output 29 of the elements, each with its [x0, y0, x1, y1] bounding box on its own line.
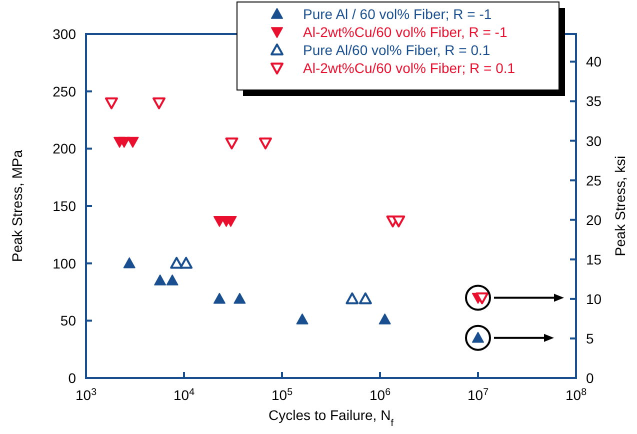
x-tick-label: 10$^{8}$ — [565, 386, 588, 403]
legend-label: Al-2wt%Cu/60 vol% Fiber; R = 0.1 — [303, 60, 516, 76]
legend-label: Pure Al / 60 vol% Fiber; R = -1 — [303, 6, 492, 22]
y2-tick-label: 40 — [586, 54, 602, 70]
y-tick-label: 50 — [60, 312, 76, 329]
y2-tick-label: 30 — [586, 132, 602, 149]
legend-label: Al-2wt%Cu/60 vol% Fiber, R = -1 — [303, 24, 508, 40]
x-tick-label: 10$^{7}$ — [467, 386, 489, 403]
legend-label: Pure Al/60 vol% Fiber, R = 0.1 — [303, 42, 490, 58]
y2-tick-label: 25 — [586, 172, 602, 188]
x-tick-label: 10$^{3}$ — [75, 386, 98, 403]
y2-tick-label: 15 — [586, 251, 602, 268]
x-tick-label: 10$^{5}$ — [271, 386, 294, 403]
y-tick-label: 300 — [52, 26, 76, 42]
y-tick-label: 150 — [52, 198, 76, 214]
y2-tick-label: 20 — [586, 212, 602, 228]
y2-tick-label: 10 — [586, 290, 602, 307]
y2-axis-title: Peak Stress, ksi — [612, 156, 628, 256]
x-tick-label: 10$^{4}$ — [173, 386, 196, 403]
x-tick-label: 10$^{6}$ — [369, 386, 392, 403]
y2-tick-label: 5 — [586, 330, 594, 346]
y-tick-label: 0 — [68, 370, 76, 386]
y-axis-title: Peak Stress, MPa — [9, 150, 25, 262]
x-axis-title: Cycles to Failure, N$_{f}$ — [268, 407, 394, 428]
y-tick-label: 100 — [52, 255, 76, 272]
y2-tick-label: 35 — [586, 93, 602, 110]
y-tick-label: 200 — [52, 140, 76, 157]
y-tick-label: 250 — [52, 83, 76, 100]
y2-tick-label: 0 — [586, 370, 594, 386]
